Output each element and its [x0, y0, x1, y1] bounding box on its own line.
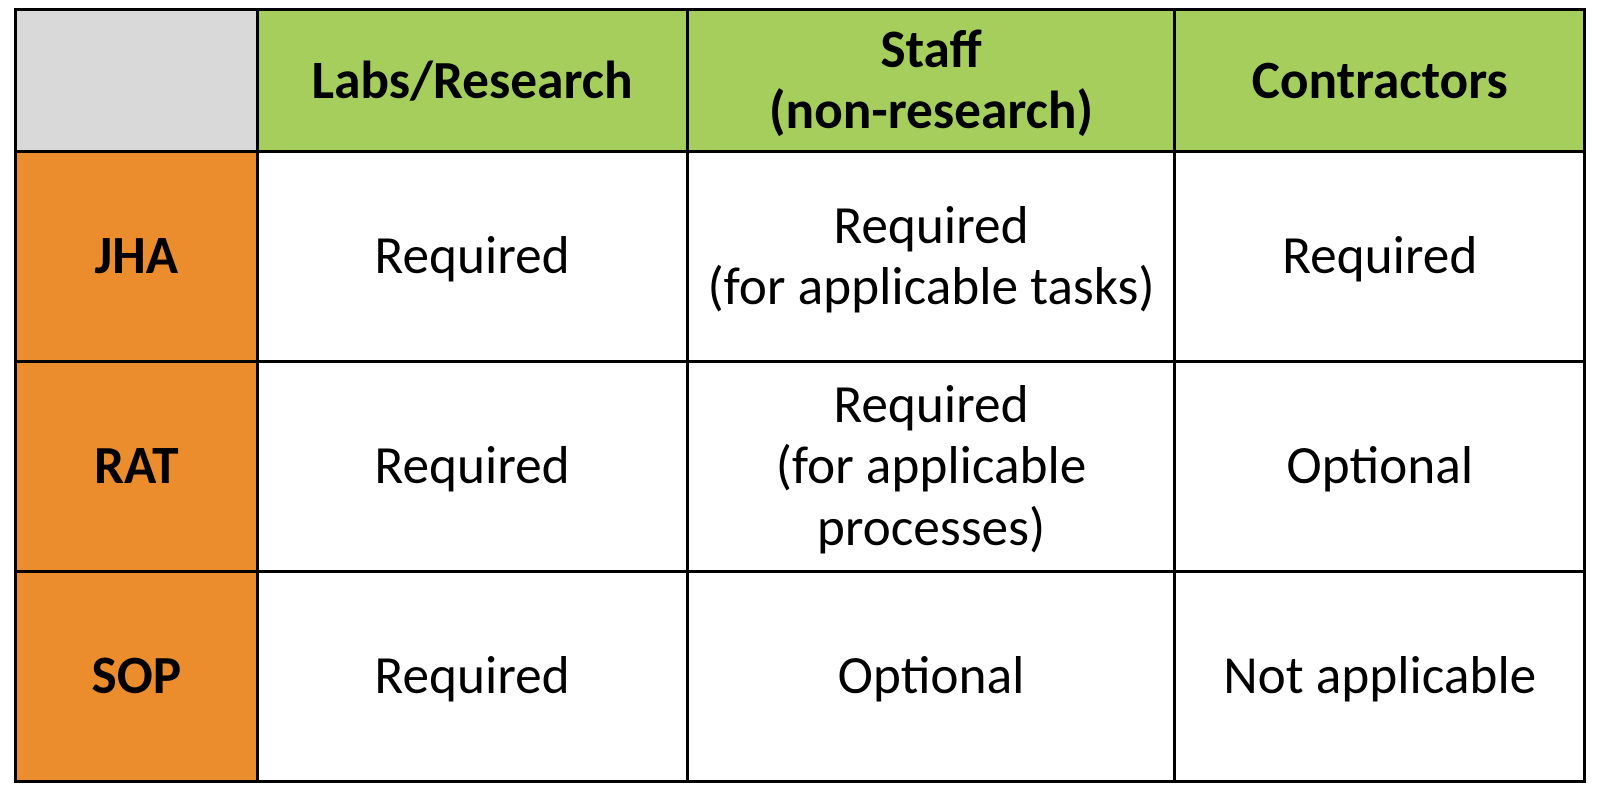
cell-jha-contractors: Required [1175, 151, 1585, 361]
table-row: RAT Required Required(for applicable pro… [16, 361, 1585, 571]
header-row: Labs/Research Staff(non-research) Contra… [16, 10, 1585, 152]
cell-rat-labs: Required [257, 361, 687, 571]
col-header-contractors: Contractors [1175, 10, 1585, 152]
table-row: SOP Required Optional Not applicable [16, 571, 1585, 781]
row-header-sop: SOP [16, 571, 258, 781]
cell-jha-staff: Required(for applicable tasks) [687, 151, 1175, 361]
cell-rat-staff: Required(for applicable processes) [687, 361, 1175, 571]
cell-sop-labs: Required [257, 571, 687, 781]
table-row: JHA Required Required(for applicable tas… [16, 151, 1585, 361]
corner-cell [16, 10, 258, 152]
cell-rat-contractors: Optional [1175, 361, 1585, 571]
requirements-table: Labs/Research Staff(non-research) Contra… [14, 8, 1586, 783]
table-container: Labs/Research Staff(non-research) Contra… [0, 0, 1600, 791]
cell-jha-labs: Required [257, 151, 687, 361]
col-header-labs: Labs/Research [257, 10, 687, 152]
row-header-rat: RAT [16, 361, 258, 571]
cell-sop-staff: Optional [687, 571, 1175, 781]
col-header-staff: Staff(non-research) [687, 10, 1175, 152]
cell-sop-contractors: Not applicable [1175, 571, 1585, 781]
row-header-jha: JHA [16, 151, 258, 361]
